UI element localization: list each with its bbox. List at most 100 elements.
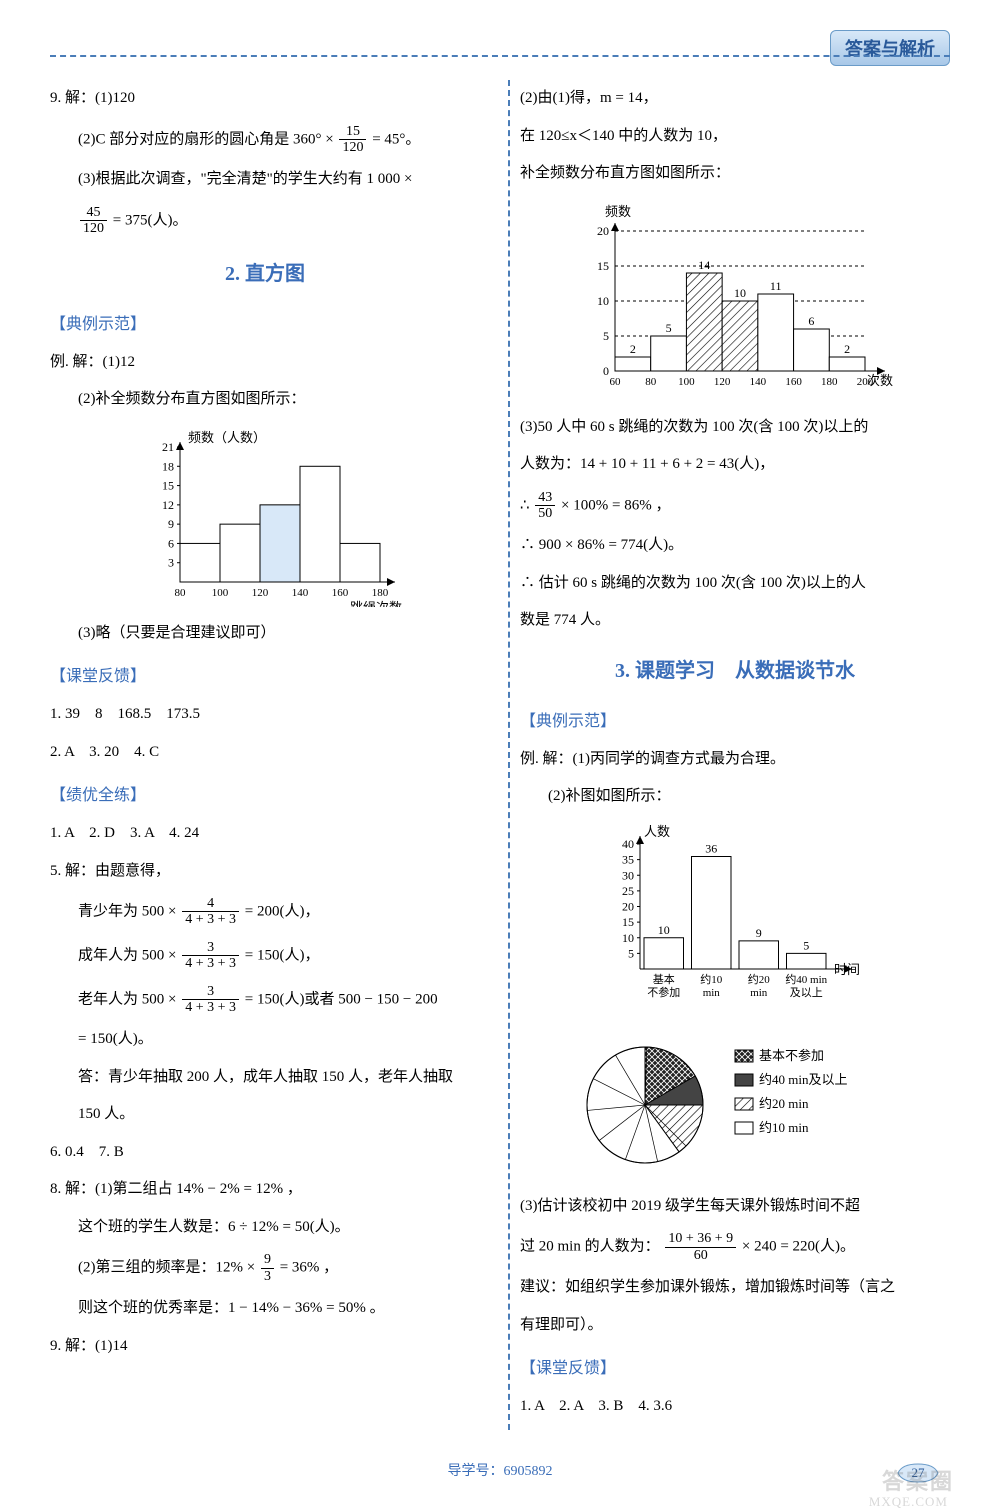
watermark-2: MXQE.COM (869, 1494, 948, 1510)
histogram-1: 36912151821频数（人数）跳绳次数80100120140160180 (50, 427, 480, 607)
svg-text:10: 10 (622, 931, 634, 945)
svg-text:60: 60 (610, 376, 622, 388)
jy-9: 9. 解：(1)14 (50, 1334, 480, 1360)
watermark-1: 答案圈 (882, 1464, 954, 1496)
fraction: 93 (261, 1252, 274, 1284)
svg-text:12: 12 (162, 497, 174, 511)
right-column: (2)由(1)得，m = 14， 在 120≤x＜140 中的人数为 10， 补… (520, 80, 950, 1430)
svg-text:35: 35 (622, 852, 634, 866)
svg-text:约40 min: 约40 min (785, 973, 827, 986)
example-1: 例. 解：(1)12 (50, 350, 480, 376)
r-last4: 有理即可）。 (520, 1313, 950, 1339)
fraction: 34 + 3 + 3 (182, 984, 239, 1016)
text: = 150(人)， (245, 947, 320, 963)
svg-text:120: 120 (252, 587, 269, 599)
top-dashed-border (50, 55, 950, 57)
svg-text:2: 2 (630, 342, 636, 356)
svg-text:36: 36 (705, 841, 717, 855)
left-column: 9. 解：(1)120 (2)C 部分对应的扇形的圆心角是 360° × 151… (50, 80, 480, 1430)
jy-5c2: = 150(人)。 (50, 1027, 480, 1053)
jy-8c: (2)第三组的频率是：12% × 93 = 36% ， (50, 1252, 480, 1284)
svg-text:2: 2 (844, 342, 850, 356)
section-3-title: 3. 课题学习 从数据谈节水 (520, 654, 950, 683)
pie-chart-svg: 基本不参加约40 min及以上约20 min约10 min (565, 1030, 905, 1180)
text: 成年人为 500 × (78, 947, 176, 963)
r-2c: 补全频数分布直方图如图所示： (520, 161, 950, 187)
jy-5d: 答：青少年抽取 200 人，成年人抽取 150 人，老年人抽取 (50, 1065, 480, 1091)
svg-text:频数（人数）: 频数（人数） (188, 430, 266, 445)
jy-5a: 青少年为 500 × 44 + 3 + 3 = 200(人)， (50, 896, 480, 928)
svg-text:100: 100 (212, 587, 229, 599)
svg-text:120: 120 (714, 376, 731, 388)
two-column-layout: 9. 解：(1)120 (2)C 部分对应的扇形的圆心角是 360° × 151… (50, 80, 950, 1430)
q9-part3a: (3)根据此次调查，"完全清楚"的学生大约有 1 000 × (50, 167, 480, 193)
svg-text:5: 5 (603, 329, 609, 343)
svg-text:11: 11 (770, 279, 782, 293)
svg-text:180: 180 (372, 587, 389, 599)
text: = 200(人)， (245, 903, 320, 919)
text: 老年人为 500 × (78, 991, 176, 1007)
text: = 150(人)或者 500 − 150 − 200 (245, 991, 438, 1007)
histogram-3: 510152025303540人数时间10基本不参加36约10min9约20mi… (520, 824, 950, 1014)
r-3d: ∴ 900 × 86% = 774(人)。 (520, 533, 950, 559)
svg-text:18: 18 (162, 459, 174, 473)
histogram-1-svg: 36912151821频数（人数）跳绳次数80100120140160180 (125, 427, 405, 607)
svg-text:9: 9 (168, 517, 174, 531)
text: × 240 = 220(人)。 (742, 1239, 855, 1255)
r-3e: ∴ 估计 60 s 跳绳的次数为 100 次(含 100 次)以上的人 (520, 571, 950, 597)
q9-part1: 9. 解：(1)120 (50, 86, 480, 112)
svg-text:80: 80 (645, 376, 657, 388)
svg-text:6: 6 (168, 536, 174, 550)
svg-text:140: 140 (292, 587, 309, 599)
svg-text:min: min (703, 987, 721, 999)
svg-text:6: 6 (808, 314, 814, 328)
svg-text:人数: 人数 (644, 824, 670, 839)
footer: 导学号：6905892 (0, 1460, 1000, 1480)
svg-text:14: 14 (698, 258, 710, 272)
svg-text:约10: 约10 (700, 973, 722, 986)
svg-text:约40 min及以上: 约40 min及以上 (759, 1072, 847, 1087)
svg-text:15: 15 (622, 915, 634, 929)
fraction: 45120 (80, 205, 107, 237)
svg-text:约10 min: 约10 min (759, 1120, 809, 1135)
jy-8a: 8. 解：(1)第二组占 14% − 2% = 12% ， (50, 1177, 480, 1203)
jy-8d: 则这个班的优秀率是：1 − 14% − 36% = 50% 。 (50, 1296, 480, 1322)
jy-5: 5. 解：由题意得， (50, 859, 480, 885)
r-last1: (3)估计该校初中 2019 级学生每天课外锻炼时间不超 (520, 1194, 950, 1220)
pie-chart: 基本不参加约40 min及以上约20 min约10 min (520, 1030, 950, 1180)
column-divider (508, 80, 510, 1430)
example-2: (2)补全频数分布直方图如图所示： (50, 387, 480, 413)
text: = 45°。 (372, 131, 420, 147)
svg-text:0: 0 (603, 364, 609, 378)
fraction: 34 + 3 + 3 (182, 940, 239, 972)
svg-text:min: min (750, 987, 768, 999)
svg-text:5: 5 (628, 946, 634, 960)
jy-5b: 成年人为 500 × 34 + 3 + 3 = 150(人)， (50, 940, 480, 972)
header-badge: 答案与解析 (830, 30, 950, 66)
histogram-3-svg: 510152025303540人数时间10基本不参加36约10min9约20mi… (585, 824, 885, 1014)
text: (2)第三组的频率是：12% × (78, 1260, 255, 1276)
svg-text:180: 180 (821, 376, 838, 388)
svg-text:3: 3 (168, 555, 174, 569)
subheader-ketang-r: 【课堂反馈】 (520, 1354, 950, 1378)
q9-part2: (2)C 部分对应的扇形的圆心角是 360° × 15120 = 45°。 (50, 124, 480, 156)
svg-text:10: 10 (734, 286, 746, 300)
r-3c: ∴ 4350 × 100% = 86% ， (520, 490, 950, 522)
ex-a-r: 例. 解：(1)丙同学的调查方式最为合理。 (520, 747, 950, 773)
svg-text:100: 100 (678, 376, 695, 388)
svg-text:5: 5 (803, 938, 809, 952)
text: (2)C 部分对应的扇形的圆心角是 360° × (78, 131, 334, 147)
text: ∴ (520, 497, 530, 513)
svg-text:跳绳次数: 跳绳次数 (350, 600, 402, 607)
svg-text:40: 40 (622, 837, 634, 851)
jy-5e: 150 人。 (50, 1102, 480, 1128)
kt-r: 1. A 2. A 3. B 4. 3.6 (520, 1394, 950, 1420)
text: 过 20 min 的人数为： (520, 1239, 660, 1255)
subheader-ketang: 【课堂反馈】 (50, 662, 480, 686)
svg-text:不参加: 不参加 (647, 985, 680, 999)
r-2a: (2)由(1)得，m = 14， (520, 86, 950, 112)
subheader-dianli-r: 【典例示范】 (520, 707, 950, 731)
subheader-jiyou: 【绩优全练】 (50, 781, 480, 805)
svg-text:200: 200 (857, 376, 874, 388)
ex-b-r: (2)补图如图所示： (520, 784, 950, 810)
